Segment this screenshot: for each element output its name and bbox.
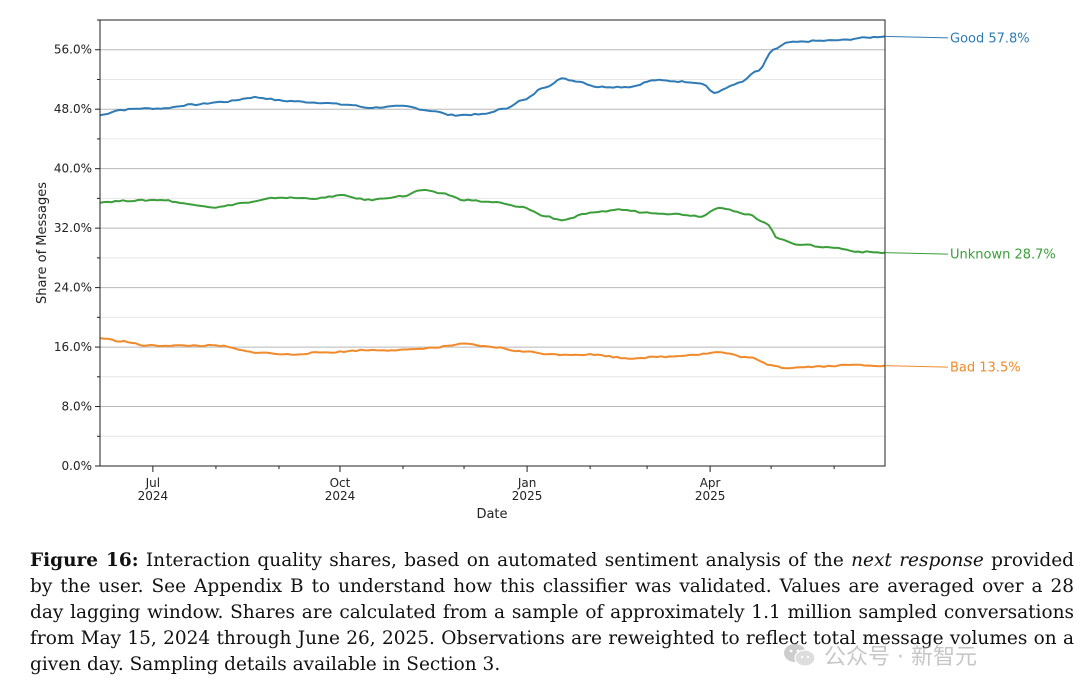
y-tick-label: 32.0% [54,221,92,235]
watermark: 公众号 · 新智元 [782,640,977,670]
line-chart: 0.0% 8.0% 16.0% 24.0% 32.0% 40.0% 48.0% 56.0% J… [35,19,1056,522]
series-line-good [99,35,886,117]
y-tick-label: 48.0% [54,102,92,116]
y-tick-label: 56.0% [54,43,92,57]
caption-text-after: provided by the user. See Appendix B to … [30,550,1074,675]
x-tick-label: Apr [700,476,721,490]
x-axis-title: Date [476,507,507,522]
wechat-icon [784,644,816,667]
end-labels: Good 57.8% Unknown 28.7% Bad 13.5% [884,31,1056,376]
x-tick-year-label: 2025 [512,489,543,503]
leader-line-bad [884,365,949,368]
y-axis-title: Share of Messages [35,182,50,304]
grid-lines [100,19,885,437]
caption-emphasis: next response [851,550,984,571]
figure-caption: Figure 16: Interaction quality shares, b… [30,548,1074,678]
x-tick-year-label: 2025 [695,489,726,503]
y-axis: 0.0% 8.0% 16.0% 24.0% 32.0% 40.0% 48.0% 56.0% [54,19,100,473]
end-label-good: Good 57.8% [950,31,1030,46]
x-tick-label: Jul [145,476,160,490]
leader-line-unknown [884,252,949,255]
watermark-text: 公众号 · 新智元 [824,645,977,670]
plot-frame [99,19,886,467]
caption-label: Figure 16: [30,550,139,571]
series-lines [99,35,886,370]
y-tick-label: 24.0% [54,281,92,295]
y-tick-label: 0.0% [62,459,93,473]
caption-text-before: Interaction quality shares, based on aut… [138,550,852,571]
y-tick-label: 16.0% [54,340,92,354]
end-label-bad: Bad 13.5% [950,361,1021,376]
series-line-bad [99,337,886,370]
x-tick-label: Jan [517,476,537,490]
x-tick-year-label: 2024 [138,489,169,503]
end-label-unknown: Unknown 28.7% [950,248,1056,263]
y-tick-label: 8.0% [62,400,93,414]
series-line-unknown [99,188,886,254]
y-tick-label: 40.0% [54,162,92,176]
x-tick-year-label: 2024 [325,489,356,503]
x-tick-label: Oct [330,476,351,490]
leader-line-good [884,35,949,39]
chart: 0.0% 8.0% 16.0% 24.0% 32.0% 40.0% 48.0% 56.0% J… [35,19,1056,522]
